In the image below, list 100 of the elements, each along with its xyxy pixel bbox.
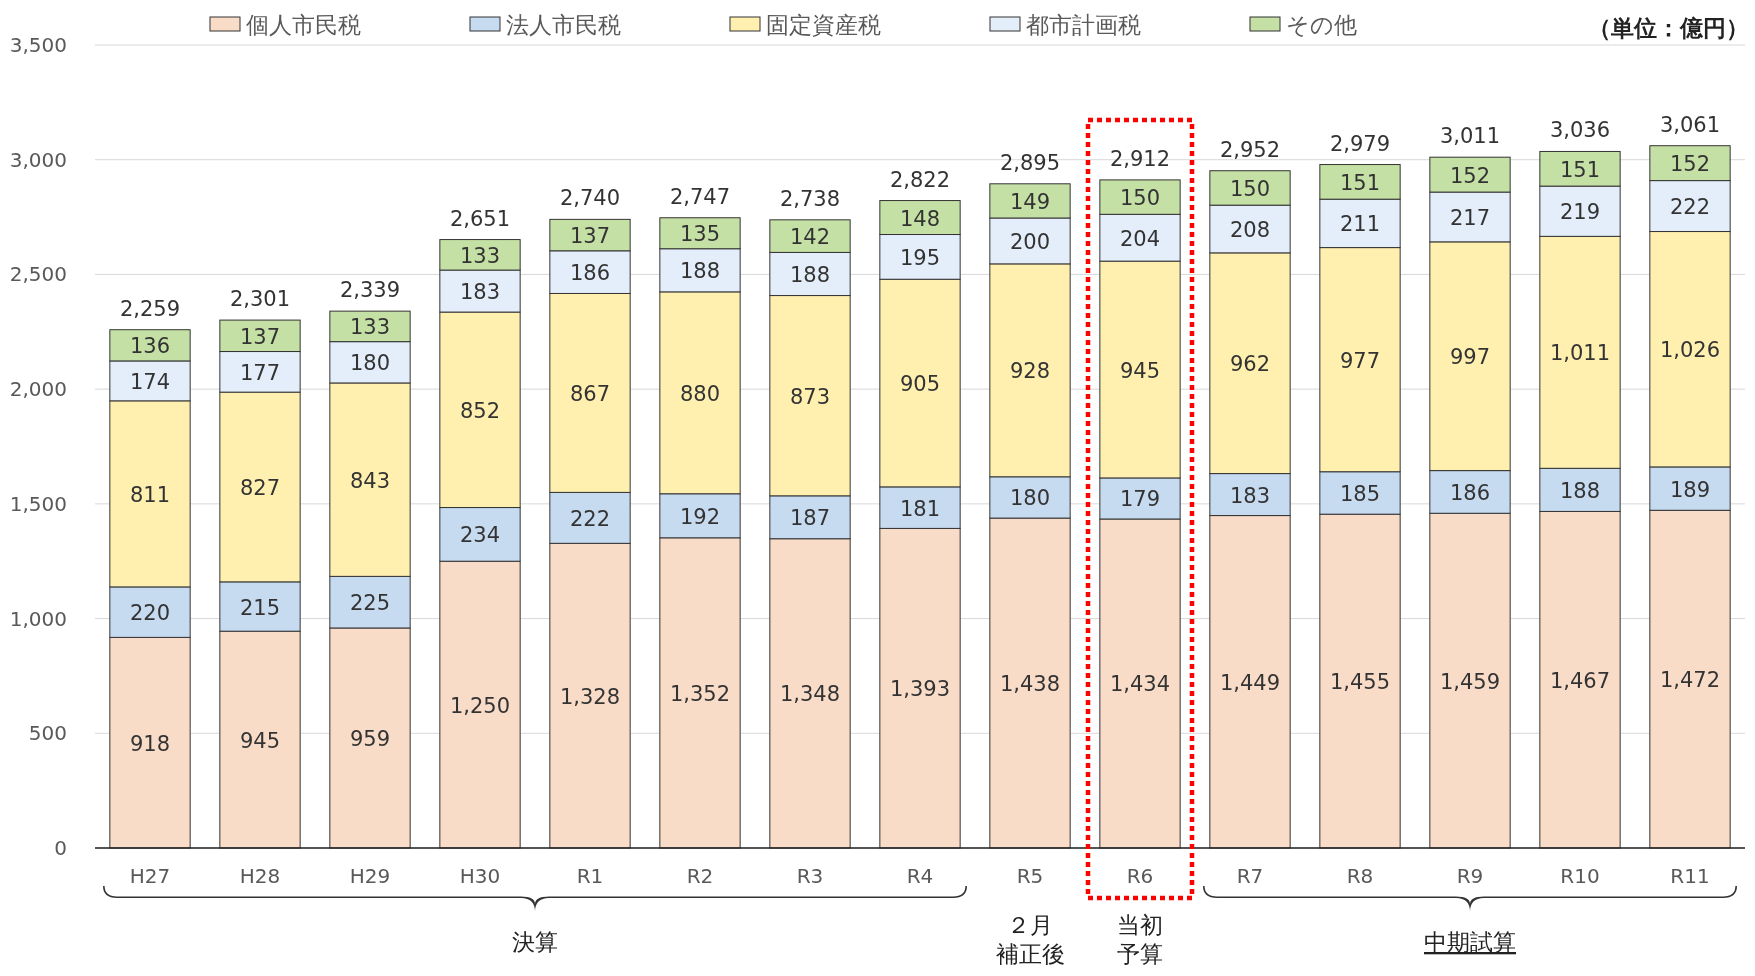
- data-label: 187: [789, 506, 831, 531]
- data-label: 152: [1449, 163, 1491, 188]
- y-tick-label: 3,500: [9, 33, 67, 57]
- total-label: 2,301: [229, 287, 291, 312]
- data-label: 880: [679, 381, 721, 406]
- text: 決算: [512, 929, 558, 955]
- x-tick-label: R4: [906, 864, 934, 888]
- y-tick-label: 2,000: [9, 377, 67, 402]
- data-label: 234: [459, 523, 501, 548]
- data-label: 997: [1449, 345, 1491, 370]
- data-label: 977: [1339, 348, 1381, 373]
- data-label: 174: [129, 369, 171, 394]
- data-label: 215: [239, 595, 281, 620]
- data-label: 959: [349, 726, 391, 751]
- total-label: 2,339: [339, 278, 401, 303]
- data-label: 222: [1669, 195, 1711, 220]
- data-label: 149: [1009, 189, 1051, 214]
- legend-label: 都市計画税: [1026, 12, 1141, 38]
- x-tick-label: R9: [1456, 864, 1484, 888]
- total-label: 2,912: [1109, 146, 1171, 171]
- x-tick-label: R5: [1016, 864, 1044, 888]
- x-tick-label: R1: [576, 864, 604, 888]
- data-label: 225: [349, 591, 391, 616]
- data-label: 185: [1339, 481, 1381, 506]
- legend-label: 個人市民税: [246, 12, 361, 38]
- data-label: 137: [239, 324, 281, 349]
- data-label: 152: [1669, 152, 1711, 177]
- total-label: 2,979: [1329, 131, 1391, 156]
- data-label: 186: [1449, 480, 1491, 505]
- data-label: 1,328: [559, 684, 621, 709]
- total-label: 2,651: [449, 206, 511, 231]
- data-label: 827: [239, 475, 281, 500]
- total-label: 2,747: [669, 184, 731, 209]
- data-label: 852: [459, 398, 501, 423]
- total-label: 2,952: [1219, 137, 1281, 162]
- data-label: 1,459: [1439, 669, 1501, 694]
- data-label: 180: [349, 351, 391, 376]
- text: （単位：億円）: [1588, 15, 1749, 41]
- data-label: 188: [789, 262, 831, 287]
- total-label: 3,061: [1659, 112, 1721, 137]
- data-label: 1,472: [1659, 668, 1721, 693]
- data-label: 918: [129, 731, 171, 756]
- data-label: 142: [789, 225, 831, 250]
- total-label: 2,895: [999, 150, 1061, 175]
- total-label: 3,036: [1549, 118, 1611, 143]
- x-tick-label: R10: [1560, 864, 1600, 888]
- x-tick-label: R11: [1670, 864, 1710, 888]
- data-label: 177: [239, 360, 281, 385]
- x-tick-label: R7: [1236, 864, 1264, 888]
- data-label: 945: [1119, 358, 1161, 383]
- y-tick-label: 1,500: [9, 491, 67, 516]
- x-tick-label: R8: [1346, 864, 1374, 888]
- total-label: 3,011: [1439, 124, 1501, 149]
- legend-label: 法人市民税: [506, 12, 621, 38]
- data-label: 188: [679, 259, 721, 284]
- legend-label: その他: [1286, 12, 1357, 38]
- data-label: 180: [1009, 486, 1051, 511]
- data-label: 151: [1339, 170, 1381, 195]
- data-label: 1,449: [1219, 670, 1281, 695]
- x-tick-label: R2: [686, 864, 714, 888]
- data-label: 945: [239, 728, 281, 753]
- data-label: 204: [1119, 226, 1161, 251]
- data-label: 181: [899, 496, 941, 521]
- data-label: 148: [899, 206, 941, 231]
- total-label: 2,740: [559, 186, 621, 211]
- data-label: 133: [459, 243, 501, 268]
- total-label: 2,738: [779, 186, 841, 211]
- data-label: 186: [569, 261, 611, 286]
- data-label: 1,026: [1659, 338, 1721, 363]
- data-label: 843: [349, 468, 391, 493]
- data-label: 1,467: [1549, 668, 1611, 693]
- y-tick-label: 2,500: [9, 262, 67, 287]
- text: ２月補正後: [995, 912, 1065, 967]
- y-tick-label: 3,000: [9, 147, 67, 172]
- data-label: 183: [459, 280, 501, 305]
- data-label: 188: [1559, 478, 1601, 503]
- data-label: 1,348: [779, 682, 841, 707]
- data-label: 1,011: [1549, 341, 1611, 366]
- data-label: 150: [1229, 176, 1271, 201]
- data-label: 1,393: [889, 677, 951, 702]
- data-label: 905: [899, 372, 941, 397]
- data-label: 208: [1229, 218, 1271, 242]
- data-label: 150: [1119, 186, 1161, 211]
- data-label: 137: [569, 224, 611, 249]
- total-label: 2,259: [119, 296, 181, 321]
- data-label: 1,434: [1109, 672, 1171, 697]
- x-tick-label: H28: [239, 864, 281, 888]
- y-tick-label: 1,000: [9, 606, 67, 631]
- x-tick-label: H27: [129, 864, 171, 888]
- y-tick-label: 500: [28, 721, 67, 746]
- data-label: 1,250: [449, 693, 511, 718]
- data-label: 195: [899, 245, 941, 270]
- data-label: 1,455: [1329, 670, 1391, 695]
- data-label: 133: [349, 315, 391, 340]
- data-label: 962: [1229, 352, 1271, 377]
- y-tick-label: 0: [54, 836, 67, 860]
- data-label: 136: [129, 334, 171, 359]
- data-label: 928: [1009, 359, 1051, 384]
- data-label: 220: [129, 601, 171, 626]
- data-label: 200: [1009, 229, 1051, 254]
